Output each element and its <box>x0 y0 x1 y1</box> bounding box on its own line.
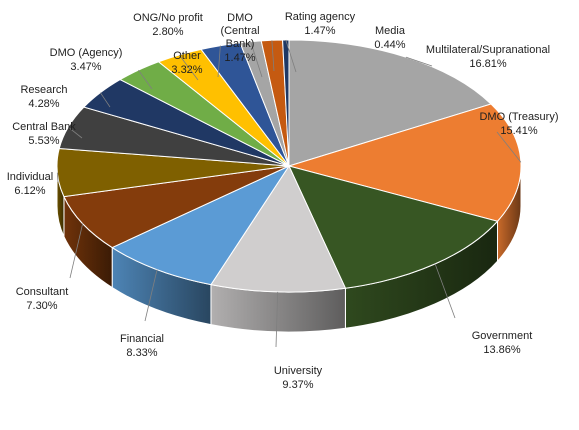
value-university: 9.37% <box>282 379 313 391</box>
leader-ong-no-profit <box>217 45 221 78</box>
label-ong-no-profit: ONG/No profit 2.80% <box>133 12 203 38</box>
leader-rating-agency <box>271 40 275 72</box>
value-financial: 8.33% <box>126 347 157 359</box>
value-central-bank: 5.53% <box>28 135 59 147</box>
label-dmo-treasury: DMO (Treasury) 15.41% <box>479 111 558 137</box>
slice-university <box>210 164 347 293</box>
label-university: University 9.37% <box>274 365 323 391</box>
leader-media <box>285 39 297 73</box>
leader-financial <box>144 269 158 322</box>
label-government: Government 13.86% <box>472 330 533 356</box>
label-consultant: Consultant 7.30% <box>16 286 69 312</box>
slice-dmo-treasury <box>287 103 522 222</box>
slice-labels: Multilateral/Supranational 16.81% DMO (Tre… <box>7 11 559 391</box>
value-multilateral-supranational: 16.81% <box>469 58 507 70</box>
leader-multilateral-supranational <box>405 56 433 67</box>
label-financial: Financial 8.33% <box>120 333 164 359</box>
label-individual: Individual 6.12% <box>7 171 53 197</box>
value-dmo-central-bank: 1.47% <box>224 52 255 64</box>
leader-university <box>275 291 279 348</box>
label-rating-agency: Rating agency 1.47% <box>285 11 356 37</box>
leader-dmo-central-bank <box>250 41 263 78</box>
value-government: 13.86% <box>483 344 521 356</box>
value-other: 3.32% <box>171 64 202 76</box>
leader-other <box>178 54 199 81</box>
label-dmo-central-bank: DMO (Central Bank) 1.47% <box>220 12 259 64</box>
pie-top-faces <box>56 39 522 293</box>
value-dmo-treasury: 15.41% <box>500 125 538 137</box>
value-individual: 6.12% <box>14 185 45 197</box>
leader-research <box>100 92 111 108</box>
label-research: Research 4.28% <box>20 84 67 110</box>
leader-consultant <box>69 223 84 279</box>
leader-central-bank <box>68 126 83 139</box>
label-media: Media 0.44% <box>374 25 405 51</box>
slice-consultant <box>63 165 290 249</box>
leader-dmo-treasury <box>496 131 522 163</box>
leader-dmo-agency <box>138 69 153 90</box>
value-consultant: 7.30% <box>26 300 57 312</box>
value-research: 4.28% <box>28 98 59 110</box>
value-dmo-agency: 3.47% <box>70 61 101 73</box>
label-dmo-agency: DMO (Agency) 3.47% <box>50 47 123 73</box>
value-rating-agency: 1.47% <box>304 25 335 37</box>
value-ong-no-profit: 2.80% <box>152 26 183 38</box>
label-multilateral-supranational: Multilateral/Supranational 16.81% <box>426 44 550 70</box>
leader-individual <box>56 172 59 183</box>
leader-government <box>434 263 456 319</box>
label-central-bank: Central Bank 5.53% <box>12 121 76 147</box>
label-other: Other 3.32% <box>171 50 202 76</box>
slice-government <box>288 165 499 289</box>
value-media: 0.44% <box>374 39 405 51</box>
leader-lines <box>56 39 522 348</box>
